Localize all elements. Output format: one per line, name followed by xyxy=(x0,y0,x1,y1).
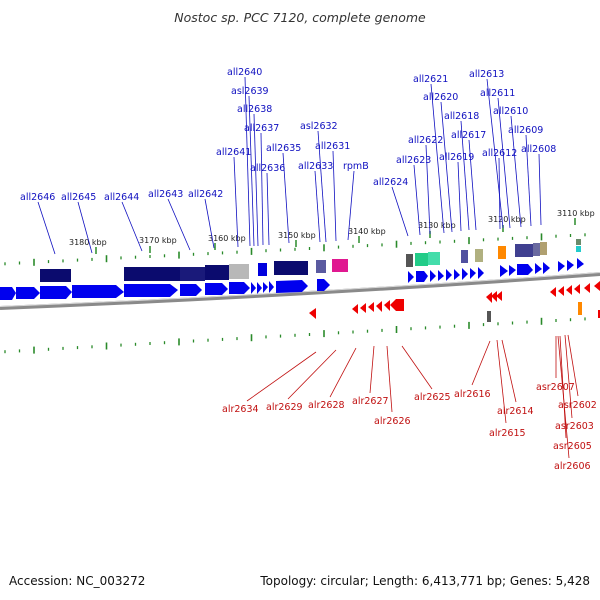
gene-label: all2641 xyxy=(216,147,251,158)
gene-label: all2624 xyxy=(373,177,408,188)
topology-summary: Topology: circular; Length: 6,413,771 bp… xyxy=(259,574,590,588)
gene-label: alr2634 xyxy=(222,404,259,415)
scale-label-3180: 3180 kbp xyxy=(69,238,107,247)
reverse-gene-labels: alr2634 alr2629 alr2628 alr2627 alr2626 … xyxy=(222,334,597,472)
gene-label: alr2629 xyxy=(266,402,303,413)
scale-labels: 3180 kbp 3170 kbp 3160 kbp 3150 kbp 3140… xyxy=(69,209,595,254)
gene-label: asl2639 xyxy=(231,86,269,97)
gene-label: alr2614 xyxy=(497,406,534,417)
scale-label-3140: 3140 kbp xyxy=(348,227,386,236)
feature-boxes xyxy=(40,239,581,282)
gene-label: all2640 xyxy=(227,67,262,78)
gene-label: all2618 xyxy=(444,111,479,122)
accession-text: Accession: NC_003272 xyxy=(9,574,145,588)
gene-label: all2612 xyxy=(482,148,517,159)
gene-label: alr2628 xyxy=(308,400,345,411)
gene-label: alr2627 xyxy=(352,396,389,407)
gene-label: alr2616 xyxy=(454,389,491,400)
gene-label: all2635 xyxy=(266,143,301,154)
gene-label: all2619 xyxy=(439,152,474,163)
gene-label: all2631 xyxy=(315,141,350,152)
gene-label: asr2603 xyxy=(555,421,594,432)
gene-label: all2617 xyxy=(451,130,486,141)
gene-label: all2633 xyxy=(298,161,333,172)
gene-label: all2611 xyxy=(480,88,515,99)
gene-label: all2620 xyxy=(423,92,458,103)
forward-strand-genes xyxy=(0,258,584,300)
gene-label: asl2632 xyxy=(300,121,338,132)
reverse-feature-boxes xyxy=(487,302,600,322)
gene-label: all2645 xyxy=(61,192,96,203)
gene-label: alr2625 xyxy=(414,392,451,403)
gene-label: all2636 xyxy=(250,163,285,174)
gene-label: all2642 xyxy=(188,189,223,200)
gene-label: alr2606 xyxy=(554,461,591,472)
gene-label: all2638 xyxy=(237,104,272,115)
scale-label-3120: 3120 kbp xyxy=(488,215,526,224)
gene-label: all2613 xyxy=(469,69,504,80)
scale-ticks-upper xyxy=(4,233,586,266)
gene-label: all2637 xyxy=(244,123,279,134)
gene-label: all2608 xyxy=(521,144,556,155)
gene-label: rpmB xyxy=(343,161,369,172)
gene-label: alr2615 xyxy=(489,428,526,439)
gene-label: all2621 xyxy=(413,74,448,85)
scale-label-3130: 3130 kbp xyxy=(418,221,456,230)
gene-label: all2646 xyxy=(20,192,55,203)
scale-label-3150: 3150 kbp xyxy=(278,231,316,240)
scale-label-3160: 3160 kbp xyxy=(208,234,246,243)
gene-label: all2623 xyxy=(396,155,431,166)
reverse-strand-genes xyxy=(309,281,600,319)
scale-label-3170: 3170 kbp xyxy=(139,236,177,245)
scale-ticks-lower xyxy=(4,317,586,354)
scale-label-3110: 3110 kbp xyxy=(557,209,595,218)
gene-label: asr2607 xyxy=(536,382,575,393)
gene-label: all2609 xyxy=(508,125,543,136)
gene-label: all2644 xyxy=(104,192,139,203)
gene-label: all2622 xyxy=(408,135,443,146)
genome-backbone xyxy=(0,272,600,310)
gene-label: asr2602 xyxy=(558,400,597,411)
gene-label: all2610 xyxy=(493,106,528,117)
map-title: Nostoc sp. PCC 7120, complete genome xyxy=(174,10,426,25)
forward-gene-labels: all2646 all2645 all2644 all2643 all2642 … xyxy=(20,67,556,255)
gene-label: all2643 xyxy=(148,189,183,200)
gene-label: alr2626 xyxy=(374,416,411,427)
gene-label: asr2605 xyxy=(553,441,592,452)
